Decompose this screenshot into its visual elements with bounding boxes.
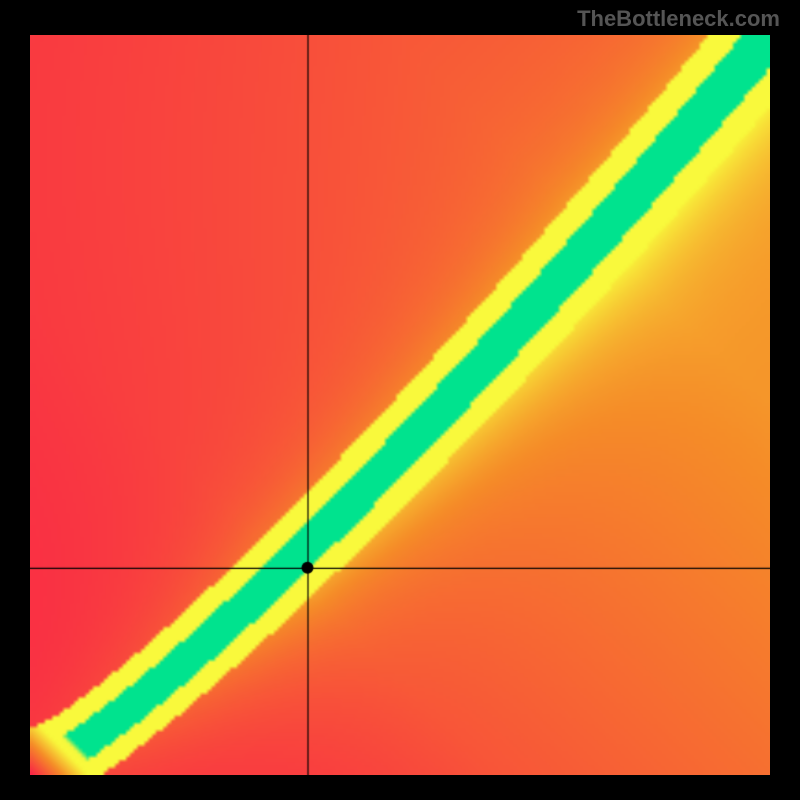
bottleneck-heatmap bbox=[30, 35, 770, 775]
heatmap-canvas bbox=[30, 35, 770, 775]
attribution-text: TheBottleneck.com bbox=[577, 6, 780, 32]
